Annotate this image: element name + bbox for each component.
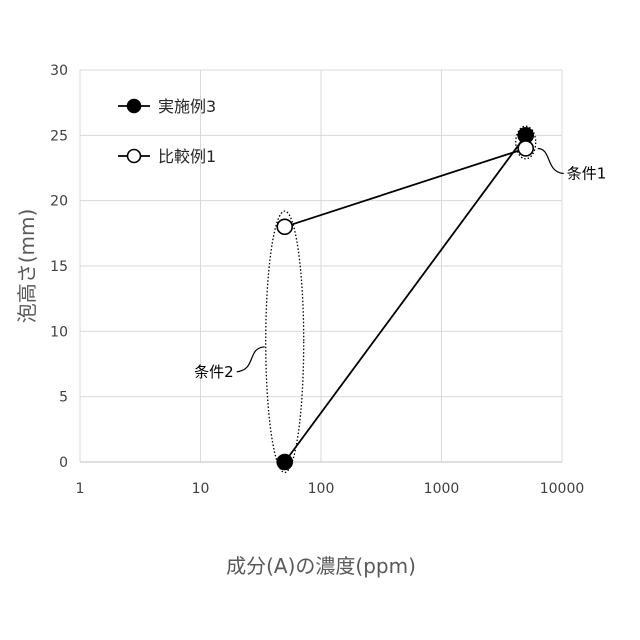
grid xyxy=(80,70,562,462)
annotation-leader xyxy=(237,347,265,372)
x-tick-label: 1000 xyxy=(424,481,460,497)
x-tick-label: 1 xyxy=(76,481,85,497)
x-tick-label: 10000 xyxy=(540,481,585,497)
y-tick-label: 5 xyxy=(59,390,68,406)
tick-labels: 0 5 10 15 20 25 30 1 10 100 1000 10000 xyxy=(50,63,584,497)
legend-marker-filled xyxy=(128,100,141,113)
annotation-label: 条件2 xyxy=(194,363,234,381)
annotation-label: 条件1 xyxy=(567,165,607,183)
y-tick-label: 0 xyxy=(59,455,68,471)
x-tick-label: 100 xyxy=(308,481,335,497)
x-tick-label: 10 xyxy=(192,481,210,497)
x-axis-title: 成分(A)の濃度(ppm) xyxy=(226,554,416,578)
annotation-ellipse xyxy=(266,211,304,472)
point-open xyxy=(277,219,292,234)
legend-label: 実施例3 xyxy=(158,97,216,116)
legend: 実施例3 比較例1 xyxy=(118,97,216,166)
point-filled xyxy=(277,455,292,470)
y-tick-label: 10 xyxy=(50,324,68,340)
y-tick-label: 15 xyxy=(50,259,68,275)
legend-label: 比較例1 xyxy=(158,147,216,166)
y-tick-label: 25 xyxy=(50,128,68,144)
y-tick-label: 20 xyxy=(50,194,68,210)
legend-marker-open xyxy=(128,150,141,163)
point-open xyxy=(518,141,533,156)
y-tick-label: 30 xyxy=(50,63,68,79)
y-axis-title: 泡高さ(mm) xyxy=(15,209,39,324)
annotations: 条件1 条件2 xyxy=(194,126,606,472)
annotation-leader xyxy=(538,149,564,174)
